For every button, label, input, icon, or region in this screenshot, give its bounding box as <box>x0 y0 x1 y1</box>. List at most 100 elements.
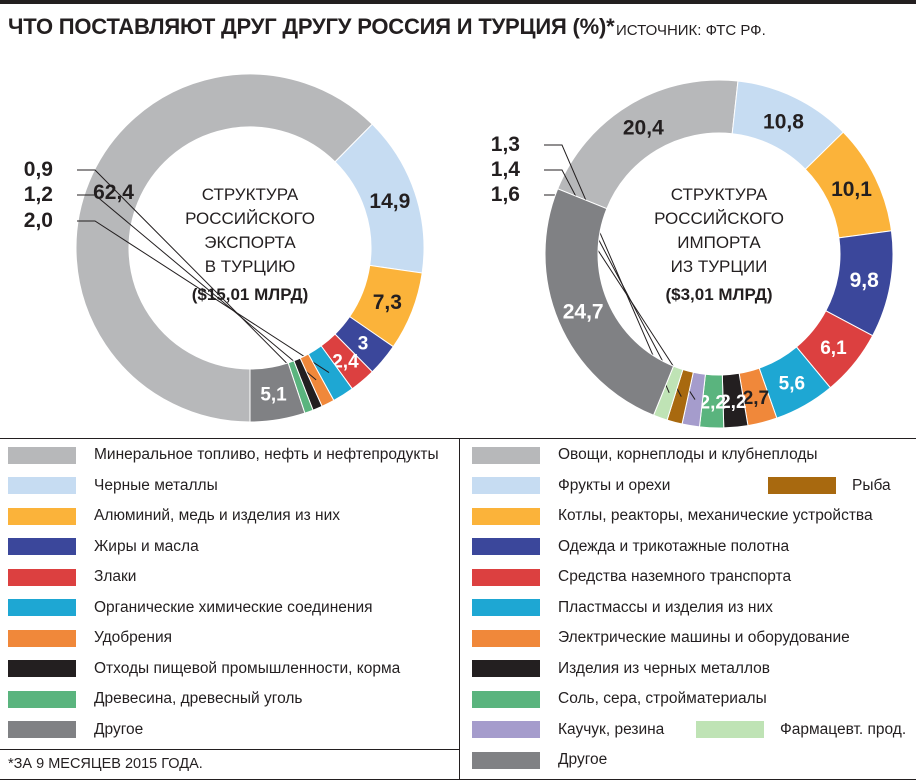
top-rule <box>0 0 916 4</box>
legend-swatch <box>472 538 540 555</box>
legend-swatch <box>472 477 540 494</box>
legend-label: Черные металлы <box>94 476 218 494</box>
import-center-line-2: ИМПОРТА <box>677 233 761 252</box>
legend-right-item: Соль, сера, стройматериалы <box>472 684 767 714</box>
legend-label: Рыба <box>852 476 891 494</box>
legend-bottom-rule <box>0 779 916 780</box>
legend-label: Отходы пищевой промышленности, корма <box>94 659 401 677</box>
import-slice-label-12: 24,7 <box>563 301 604 324</box>
legend-left-item: Древесина, древесный уголь <box>8 684 302 714</box>
legend-label: Алюминий, медь и изделия из них <box>94 507 340 524</box>
export-callout-label-5: 2,0 <box>24 209 53 232</box>
legend-swatch <box>472 721 540 738</box>
import-slice-label-4: 6,1 <box>820 338 847 359</box>
import-slice-12 <box>544 188 675 416</box>
export-callout-label-7: 0,9 <box>24 158 53 181</box>
legend-swatch <box>768 477 836 494</box>
export-slice-label-4: 2,4 <box>332 351 359 372</box>
legend-swatch <box>8 507 76 525</box>
legend-label: Органические химические соединения <box>94 598 373 616</box>
export-callout-line-5 <box>77 220 330 373</box>
legend-right-item: Изделия из черных металлов <box>472 654 770 684</box>
export-total: ($15,01 МЛРД) <box>192 285 309 304</box>
page-title: ЧТО ПОСТАВЛЯЮТ ДРУГ ДРУГУ РОССИЯ И ТУРЦИ… <box>8 14 615 39</box>
legend-label: Злаки <box>94 568 137 585</box>
import-slice-label-3: 9,8 <box>850 269 880 292</box>
import-slice-label-2: 10,1 <box>831 178 872 201</box>
legend-left-item: Жиры и масла <box>8 532 199 562</box>
legend-swatch <box>8 629 76 647</box>
legend-top-rule <box>0 438 916 439</box>
legend-left-item: Черные металлы <box>8 471 218 501</box>
import-slice-label-8: 2,2 <box>700 392 726 413</box>
legend-left-item: Другое <box>8 715 143 745</box>
import-center-line-3: ИЗ ТУРЦИИ <box>671 257 768 276</box>
legend-label: Изделия из черных металлов <box>558 659 771 677</box>
export-donut: 62,4 14,9 7,332,4 2,0 1,20,9 5,1 СТРУКТУРА РОСС… <box>24 73 425 423</box>
import-callout-line-11 <box>544 144 670 394</box>
legend-label: Другое <box>558 751 608 768</box>
legend-right-item: Фрукты и орехи <box>472 471 670 501</box>
import-slice-label-5: 5,6 <box>779 373 805 394</box>
legend-label: Жиры и масла <box>94 537 199 555</box>
donut-charts: 62,4 14,9 7,332,4 2,0 1,20,9 5,1 СТРУКТУРА РОСС… <box>24 73 894 429</box>
legend-swatch <box>8 477 76 494</box>
legend-right-item: Средства наземного транспорта <box>472 562 791 592</box>
legend-swatch <box>8 568 76 586</box>
legend-swatch <box>8 660 76 677</box>
import-slice-label-7: 2,2 <box>720 392 746 413</box>
legend-label: Удобрения <box>94 629 173 646</box>
export-callout-line-7 <box>77 169 308 385</box>
legend-extra-item: Фармацевт. прод. <box>696 715 906 745</box>
export-slice-label-2: 7,3 <box>373 291 402 314</box>
import-total: ($3,01 МЛРД) <box>665 285 772 304</box>
legend-label: Минеральное топливо, нефть и нефтепродук… <box>94 446 439 463</box>
export-center-line-1: РОССИЙСКОГО <box>185 209 315 228</box>
legend-left-item: Минеральное топливо, нефть и нефтепродук… <box>8 440 439 470</box>
legend-left-item: Алюминий, медь и изделия из них <box>8 501 340 531</box>
import-slice-label-0: 20,4 <box>623 116 664 139</box>
export-callout-label-6: 1,2 <box>24 183 53 206</box>
legend-label: Котлы, реакторы, механические устройства <box>558 507 873 524</box>
legend-swatch <box>472 446 540 464</box>
legend-left-item: Удобрения <box>8 623 172 653</box>
legend-label: Пластмассы и изделия из них <box>558 598 773 616</box>
legend-swatch <box>8 599 76 616</box>
legend-right-item: Другое <box>472 745 607 775</box>
export-slice-9 <box>249 362 306 423</box>
export-center-line-0: СТРУКТУРА <box>202 185 299 204</box>
import-callout-line-10 <box>544 169 682 397</box>
import-callout-label-9: 1,6 <box>491 183 520 206</box>
legend-label: Одежда и трикотажные полотна <box>558 537 790 555</box>
legend-label: Овощи, корнеплоды и клубнеплоды <box>558 446 818 463</box>
legend-label: Средства наземного транспорта <box>558 568 792 585</box>
legend-swatch <box>472 599 540 616</box>
import-slice-label-1: 10,8 <box>763 110 804 133</box>
legend-swatch <box>472 751 540 769</box>
legend-extra-item: Рыба <box>768 471 891 501</box>
export-center-line-2: ЭКСПОРТА <box>204 233 296 252</box>
export-slice-label-9: 5,1 <box>260 385 287 406</box>
import-callout-label-11: 1,3 <box>491 133 520 156</box>
footnote: *ЗА 9 МЕСЯЦЕВ 2015 ГОДА. <box>8 756 203 772</box>
legend-bottom-rule-left <box>0 749 459 750</box>
legend-label: Древесина, древесный уголь <box>94 690 303 707</box>
legend-left-item: Органические химические соединения <box>8 593 373 623</box>
legend-label: Другое <box>94 720 144 738</box>
export-slice-label-3: 3 <box>358 334 369 355</box>
legend-label: Электрические машины и оборудование <box>558 629 850 646</box>
legend-swatch <box>472 690 540 708</box>
export-slice-label-1: 14,9 <box>369 190 410 213</box>
export-center-line-3: В ТУРЦИЮ <box>205 257 296 276</box>
import-slice-label-6: 2,7 <box>743 388 769 409</box>
legend-right-item: Пластмассы и изделия из них <box>472 593 773 623</box>
legend-right-item: Овощи, корнеплоды и клубнеплоды <box>472 440 818 470</box>
legend-swatch <box>696 721 764 738</box>
legend-divider <box>459 438 460 779</box>
legend-label: Соль, сера, стройматериалы <box>558 690 767 707</box>
legend-left-item: Отходы пищевой промышленности, корма <box>8 654 400 684</box>
legend-swatch <box>8 446 76 464</box>
legend-swatch <box>472 629 540 647</box>
export-slice-label-0: 62,4 <box>93 181 134 204</box>
legend-right-item: Котлы, реакторы, механические устройства <box>472 501 873 531</box>
